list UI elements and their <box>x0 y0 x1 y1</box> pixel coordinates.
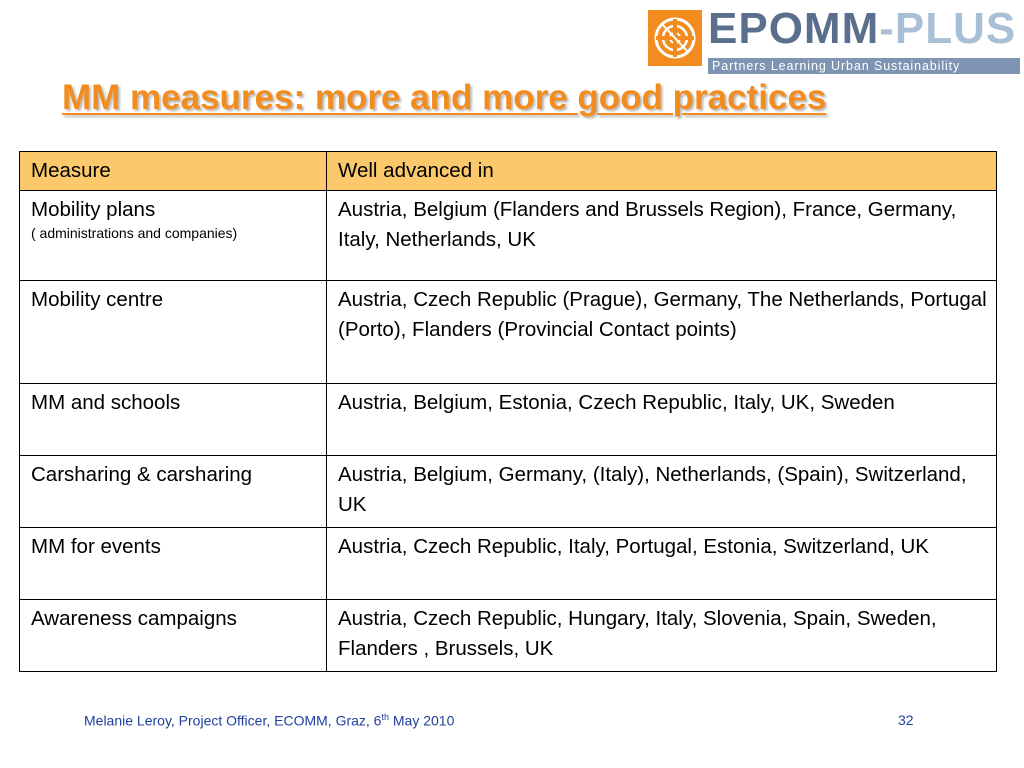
epomm-logo-mark-icon <box>648 10 702 66</box>
measure-cell: Carsharing & carsharing <box>19 455 327 528</box>
table-row: Mobility plans ( administrations and com… <box>19 190 997 281</box>
countries-cell: Austria, Czech Republic (Prague), German… <box>326 280 997 384</box>
footer-text: Melanie Leroy, Project Officer, ECOMM, G… <box>84 712 382 729</box>
logo-tagline: Partners Learning Urban Sustainability <box>708 58 1020 74</box>
logo-word-plus: -PLUS <box>879 4 1017 53</box>
table-row: MM and schools Austria, Belgium, Estonia… <box>19 383 997 456</box>
page-number: 32 <box>898 712 914 728</box>
measure-note: ( administrations and companies) <box>31 225 238 241</box>
epomm-plus-logo: EPOMM-PLUS Partners Learning Urban Susta… <box>648 6 1020 74</box>
measure-name: Mobility plans <box>31 198 156 221</box>
table-row: Carsharing & carsharing Austria, Belgium… <box>19 455 997 528</box>
table-header-row: Measure Well advanced in <box>19 151 997 191</box>
table-row: Mobility centre Austria, Czech Republic … <box>19 280 997 384</box>
header-measure: Measure <box>19 151 327 191</box>
measure-cell: Mobility centre <box>19 280 327 384</box>
footer-date: May 2010 <box>388 712 455 729</box>
measures-table: Measure Well advanced in Mobility plans … <box>19 151 997 672</box>
countries-cell: Austria, Czech Republic, Hungary, Italy,… <box>326 599 997 672</box>
logo-word-epomm: EPOMM <box>708 4 880 53</box>
table-row: Awareness campaigns Austria, Czech Repub… <box>19 599 997 672</box>
measure-cell: MM for events <box>19 527 327 600</box>
measure-cell: Awareness campaigns <box>19 599 327 672</box>
countries-cell: Austria, Belgium (Flanders and Brussels … <box>326 190 997 281</box>
logo-wordmark: EPOMM-PLUS <box>708 6 1016 52</box>
countries-cell: Austria, Czech Republic, Italy, Portugal… <box>326 527 997 600</box>
measure-cell: Mobility plans ( administrations and com… <box>19 190 327 281</box>
slide-title: MM measures: more and more good practice… <box>62 78 827 117</box>
footer-superscript: th <box>381 712 389 722</box>
countries-cell: Austria, Belgium, Estonia, Czech Republi… <box>326 383 997 456</box>
measure-cell: MM and schools <box>19 383 327 456</box>
header-well-advanced-in: Well advanced in <box>326 151 997 191</box>
countries-cell: Austria, Belgium, Germany, (Italy), Neth… <box>326 455 997 528</box>
table-row: MM for events Austria, Czech Republic, I… <box>19 527 997 600</box>
footer-credit: Melanie Leroy, Project Officer, ECOMM, G… <box>84 712 454 729</box>
